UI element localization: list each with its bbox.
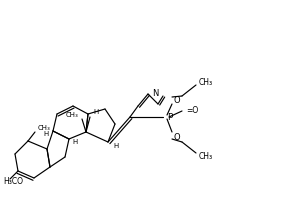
Text: O: O — [173, 96, 180, 105]
Text: CH₃: CH₃ — [199, 78, 213, 87]
Text: H: H — [44, 130, 49, 136]
Text: P: P — [167, 113, 172, 122]
Text: CH₃: CH₃ — [65, 111, 78, 118]
Text: H₃CO: H₃CO — [3, 177, 23, 186]
Text: CH₃: CH₃ — [199, 152, 213, 161]
Text: H: H — [72, 138, 77, 144]
Text: CH₃: CH₃ — [38, 124, 51, 130]
Text: H: H — [93, 109, 98, 114]
Text: O: O — [173, 132, 180, 141]
Text: N: N — [152, 89, 158, 98]
Text: =O: =O — [186, 106, 198, 115]
Text: H: H — [113, 142, 118, 148]
